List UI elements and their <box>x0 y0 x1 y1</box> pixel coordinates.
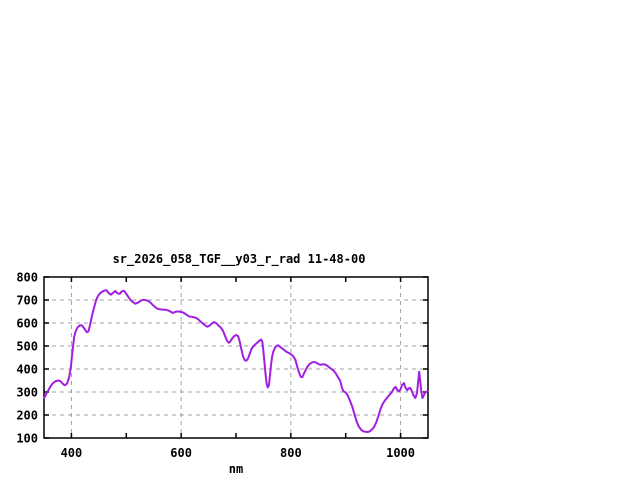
x-tick-label: 1000 <box>386 446 415 460</box>
x-axis-label: nm <box>229 462 243 476</box>
spectrum-line <box>43 289 429 433</box>
y-tick-label: 200 <box>16 409 38 423</box>
x-tick-label: 600 <box>170 446 192 460</box>
grid-layer <box>44 277 428 438</box>
y-tick-label: 600 <box>16 317 38 331</box>
y-tick-label: 400 <box>16 363 38 377</box>
y-tick-label: 800 <box>16 271 38 285</box>
y-tick-label: 500 <box>16 340 38 354</box>
x-tick-label: 800 <box>280 446 302 460</box>
series-layer <box>43 289 429 433</box>
y-tick-label: 300 <box>16 386 38 400</box>
tick-label-layer: 400 600 800 1000 100 200 300 400 500 600 700 800 <box>16 271 415 461</box>
chart-title: sr_2026_058_TGF__y03_r_rad 11-48-00 <box>113 252 366 267</box>
plot-border <box>43 276 429 439</box>
axis-layer <box>43 276 429 439</box>
x-tick-label: 400 <box>61 446 83 460</box>
y-tick-label: 100 <box>16 432 38 446</box>
y-tick-label: 700 <box>16 294 38 308</box>
